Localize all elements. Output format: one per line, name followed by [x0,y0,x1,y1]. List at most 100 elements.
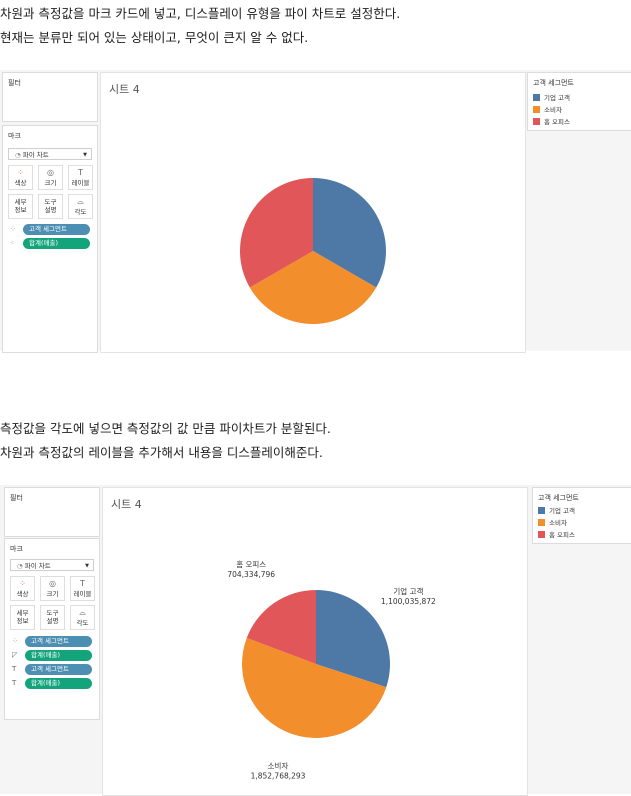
legend-item-corporate[interactable]: 기업 고객 [538,507,575,516]
text-t-icon: T [80,579,85,588]
detail-button-label-2: 정보 [14,206,27,214]
data-label-consumer-value: 1,852,768,293 [251,772,306,781]
mark-type-value: 파이 차트 [22,151,49,159]
legend-item-home-office[interactable]: 홈 오피스 [533,118,570,127]
pie-icon: ◔ [17,562,25,570]
detail-button[interactable]: 세부 정보 [8,194,33,219]
angle-icon: ⁖ [10,239,15,247]
view-canvas[interactable]: 시트 4 [100,72,526,353]
marks-title: 마크 [8,132,21,140]
color-button[interactable]: ⁘ 색상 [8,165,33,190]
mark-type-dropdown[interactable]: ◔ 파이 차트 ▼ [10,559,94,571]
data-label-corporate-name: 기업 고객 [393,586,423,596]
detail-button-label-2: 정보 [16,617,29,625]
detail-button[interactable]: 세부 정보 [10,605,35,630]
paragraph-1-line-1: 차원과 측정값을 마크 카드에 넣고, 디스플레이 유형을 파이 차트로 설정한… [0,6,401,21]
chevron-down-icon: ▼ [85,563,89,569]
pill-sum-sales-label[interactable]: 합계(매출) [25,678,92,689]
data-label-home-office-name: 홈 오피스 [236,559,266,569]
tooltip-button-label-2: 설명 [44,206,57,214]
tooltip-button-label-2: 설명 [46,617,59,625]
color-dots-icon: ⁘ [19,579,26,588]
legend-item-label: 홈 오피스 [549,531,575,539]
angle-button[interactable]: ⌓ 각도 [68,194,93,219]
legend-swatch [538,531,545,538]
size-button[interactable]: ◎ 크기 [40,576,65,601]
data-label-home-office-value: 704,334,796 [227,570,275,579]
legend-title: 고객 세그먼트 [538,494,579,502]
label-button-label: 레이블 [73,590,92,598]
pill-customer-segment[interactable]: 고객 세그먼트 [23,224,90,235]
view-canvas[interactable]: 시트 4 기업 고객 1,100,035,872 소비자 1,852,768,293 홈… [102,487,528,796]
slice-consumer[interactable] [242,637,387,738]
angle-button-label: 각도 [76,619,89,627]
legend-swatch [533,106,540,113]
marks-card: 마크 ◔ 파이 차트 ▼ ⁘ 색상 ◎ 크기 T 레이블 세부 정보 도구 설명 ⌓ 각도 … [2,125,98,353]
angle-icon: ⌓ [79,608,86,617]
slice-corporate[interactable] [316,590,390,688]
legend-card: 고객 세그먼트 기업 고객 소비자 홈 오피스 [532,487,631,544]
color-button[interactable]: ⁘ 색상 [10,576,35,601]
label-button-label: 레이블 [71,179,90,187]
angle-icon: ◸ [12,651,18,659]
marks-title: 마크 [10,545,23,553]
slice-corporate[interactable] [313,178,387,288]
legend-card: 고객 세그먼트 기업 고객 소비자 홈 오피스 [527,72,631,131]
detail-button-label-1: 세부 [14,198,27,206]
color-dots-icon: ⁘ [12,637,18,645]
legend-item-label: 소비자 [544,106,562,114]
legend-swatch [533,94,540,101]
legend-swatch [533,118,540,125]
tooltip-button-label-1: 도구 [46,609,59,617]
slice-home-office[interactable] [246,590,316,664]
pie-chart[interactable] [101,73,525,352]
pie-icon: ◔ [15,151,23,159]
legend-item-consumer[interactable]: 소비자 [538,519,567,528]
legend-title: 고객 세그먼트 [533,79,574,87]
paragraph-2-line-1: 측정값을 각도에 넣으면 측정값의 값 만큼 파이차트가 분할된다. [0,421,331,436]
paragraph-1-line-2: 현재는 분류만 되어 있는 상태이고, 무엇이 큰지 알 수 없다. [0,30,309,45]
angle-icon: ⌓ [77,197,84,206]
pill-sum-sales[interactable]: 합계(매출) [23,238,90,249]
chevron-down-icon: ▼ [83,152,87,158]
legend-item-consumer[interactable]: 소비자 [533,106,562,115]
data-label-consumer-name: 소비자 [268,762,289,771]
size-button-label: 크기 [46,590,59,598]
legend-item-label: 기업 고객 [544,94,570,102]
text-t-icon: T [78,168,83,177]
tooltip-button[interactable]: 도구 설명 [38,194,63,219]
text-t-icon: T [12,679,17,687]
angle-button-label: 각도 [74,208,87,216]
label-button[interactable]: T 레이블 [70,576,95,601]
tableau-screenshot-2: 필터 마크 ◔ 파이 차트 ▼ ⁘ 색상 ◎ 크기 T 레이블 세부 정보 도구 설명 ⌓… [0,485,631,796]
detail-button-label-1: 세부 [16,609,29,617]
tooltip-button-label-1: 도구 [44,198,57,206]
intro-paragraph-1: 차원과 측정값을 마크 카드에 넣고, 디스플레이 유형을 파이 차트로 설정한… [0,2,400,50]
data-label-corporate-value: 1,100,035,872 [381,597,436,606]
size-icon: ◎ [47,168,54,177]
legend-item-label: 소비자 [549,519,567,527]
intro-paragraph-2: 측정값을 각도에 넣으면 측정값의 값 만큼 파이차트가 분할된다. 차원과 측… [0,417,331,465]
pill-customer-segment-label[interactable]: 고객 세그먼트 [25,664,92,675]
mark-type-value: 파이 차트 [24,562,51,570]
slice-consumer[interactable] [249,251,377,325]
color-button-label: 색상 [14,179,27,187]
sheet-title: 시트 4 [111,498,142,511]
filters-shelf[interactable]: 필터 [4,487,100,537]
pill-customer-segment[interactable]: 고객 세그먼트 [25,636,92,647]
tooltip-button[interactable]: 도구 설명 [40,605,65,630]
pill-sum-sales[interactable]: 합계(매출) [25,650,92,661]
legend-item-corporate[interactable]: 기업 고객 [533,94,570,103]
size-button[interactable]: ◎ 크기 [38,165,63,190]
label-button[interactable]: T 레이블 [68,165,93,190]
legend-item-label: 기업 고객 [549,507,575,515]
mark-type-dropdown[interactable]: ◔ 파이 차트 ▼ [8,148,92,160]
marks-card: 마크 ◔ 파이 차트 ▼ ⁘ 색상 ◎ 크기 T 레이블 세부 정보 도구 설명 ⌓ 각도 … [4,538,100,720]
filters-shelf[interactable]: 필터 [2,72,98,122]
text-t-icon: T [12,665,17,673]
slice-home-office[interactable] [239,178,313,288]
angle-button[interactable]: ⌓ 각도 [70,605,95,630]
color-button-label: 색상 [16,590,29,598]
legend-item-home-office[interactable]: 홈 오피스 [538,531,575,540]
